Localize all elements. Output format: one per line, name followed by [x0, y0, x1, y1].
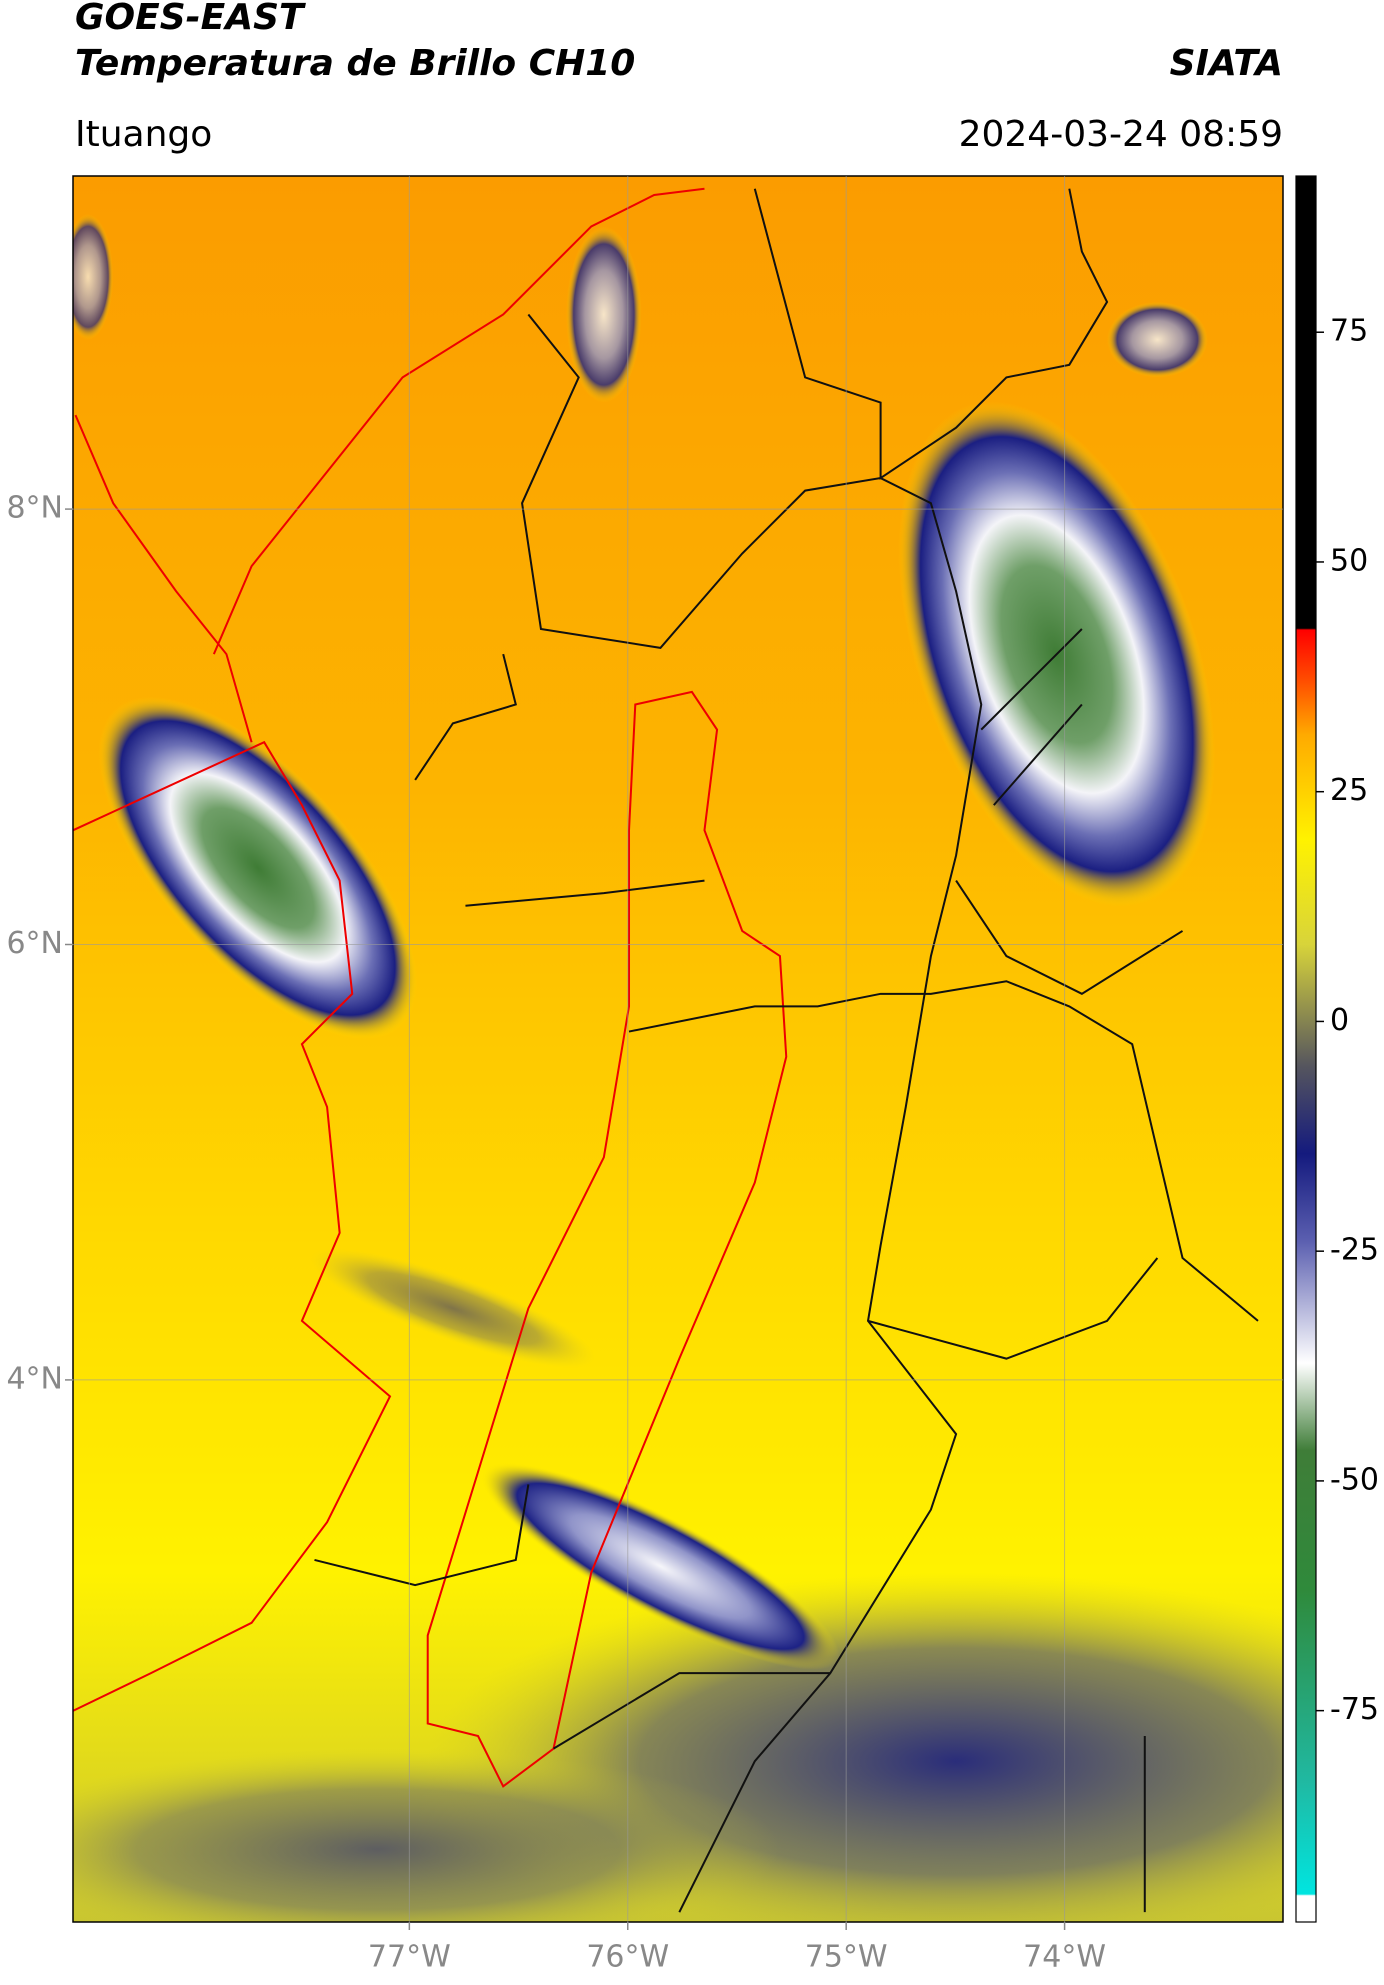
y-tick-label: 6°N	[6, 926, 63, 961]
timestamp: 2024-03-24 08:59	[959, 114, 1283, 155]
colorbar-tick-label: 75	[1330, 314, 1368, 349]
title: GOES-EAST	[75, 0, 306, 38]
x-tick-label: 76°W	[586, 1940, 669, 1975]
map-frame	[72, 175, 1284, 1923]
subtitle: Temperatura de Brillo CH10	[75, 43, 635, 84]
colorbar-tick-label: 0	[1330, 1003, 1349, 1038]
colorbar	[1295, 175, 1317, 1923]
colorbar-tick-label: -25	[1330, 1233, 1379, 1268]
colorbar-tick-label: -75	[1330, 1692, 1379, 1727]
colorbar-tick-label: 50	[1330, 543, 1368, 578]
x-tick-label: 75°W	[805, 1940, 888, 1975]
x-tick-label: 74°W	[1023, 1940, 1106, 1975]
location: Ituango	[75, 114, 212, 155]
x-tick-label: 77°W	[368, 1940, 451, 1975]
y-tick-label: 4°N	[6, 1361, 63, 1396]
colorbar-tick-label: -50	[1330, 1462, 1379, 1497]
colorbar-tick-label: 25	[1330, 773, 1368, 808]
y-tick-label: 8°N	[6, 491, 63, 526]
satellite-image	[73, 176, 1283, 1922]
source: SIATA	[1170, 43, 1283, 84]
